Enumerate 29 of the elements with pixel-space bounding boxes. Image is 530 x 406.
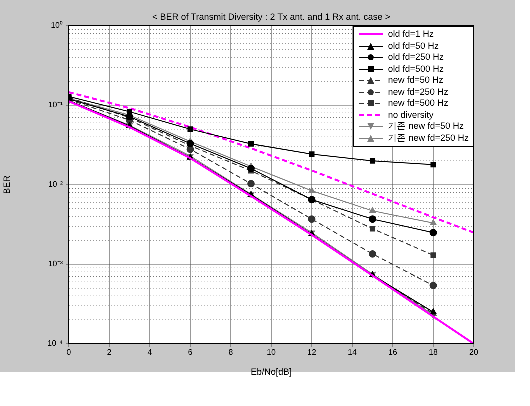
legend-label: 기존 new fd=50 Hz — [388, 121, 464, 132]
y-tick-label: 10⁻² — [48, 180, 64, 190]
legend-label: old fd=250 Hz — [388, 52, 444, 64]
x-tick-label: 16 — [388, 348, 398, 358]
y-tick-label: 10⁻¹ — [48, 100, 64, 110]
legend-label: new fd=50 Hz — [388, 75, 444, 86]
x-tick-label: 20 — [470, 348, 479, 358]
y-tick-label: 10⁻³ — [48, 260, 64, 269]
x-tick-label: 18 — [429, 348, 438, 358]
x-tick-label: 14 — [348, 348, 358, 358]
x-tick-label: 10 — [267, 348, 276, 358]
x-tick-label: 12 — [308, 348, 317, 358]
x-tick-label: 6 — [188, 348, 194, 358]
y-tick-label: 10⁻⁴ — [48, 339, 64, 348]
legend-label: old fd=1 Hz — [388, 29, 434, 40]
legend-label: old fd=50 Hz — [388, 40, 439, 52]
x-tick-label: 0 — [66, 348, 72, 358]
legend-label: new fd=250 Hz — [388, 86, 448, 98]
legend-label: 기존 new fd=250 Hz — [388, 132, 469, 144]
y-axis-title: BER — [2, 175, 12, 194]
x-axis-title: Eb/No[dB] — [250, 367, 292, 378]
legend-label: new fd=500 Hz — [388, 98, 448, 110]
x-tick-label: 8 — [228, 348, 234, 358]
chart-title: < BER of Transmit Diversity : 2 Tx ant. and 1 Rx ant. case > — [152, 12, 390, 22]
x-tick-label: 2 — [107, 348, 112, 358]
x-tick-label: 4 — [148, 348, 153, 358]
legend-label: old fd=500 Hz — [388, 64, 444, 75]
y-tick-label: 10⁰ — [51, 21, 63, 30]
legend-label: no diversity — [388, 110, 434, 121]
